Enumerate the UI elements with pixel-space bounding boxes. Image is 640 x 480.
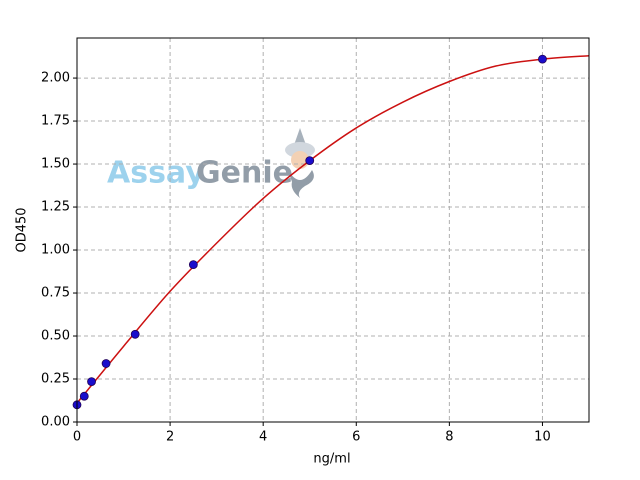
genie-turban bbox=[285, 142, 315, 158]
x-tick-label: 0 bbox=[73, 430, 81, 445]
x-tick-label: 8 bbox=[445, 430, 453, 445]
y-tick-label: 2.00 bbox=[41, 71, 70, 86]
x-tick-label: 4 bbox=[259, 430, 267, 445]
y-tick-label: 0.75 bbox=[41, 286, 70, 301]
x-tick-label: 6 bbox=[352, 430, 360, 445]
data-point bbox=[130, 329, 140, 339]
x-tick-label: 2 bbox=[166, 430, 174, 445]
y-axis-label: OD450 bbox=[15, 207, 30, 252]
x-tick-label: 10 bbox=[534, 430, 551, 445]
watermark-text: Assay bbox=[107, 156, 205, 191]
y-tick-label: 0.00 bbox=[41, 415, 70, 430]
genie-body bbox=[288, 170, 314, 198]
y-tick-label: 1.75 bbox=[41, 114, 70, 129]
data-point bbox=[87, 377, 96, 386]
data-point bbox=[538, 54, 547, 64]
watermark-text: Genie bbox=[196, 156, 293, 191]
x-axis-label: ng/ml bbox=[313, 452, 350, 467]
y-tick-label: 0.25 bbox=[41, 372, 70, 387]
y-tick-label: 1.25 bbox=[41, 200, 70, 215]
fit-curve bbox=[77, 54, 589, 404]
y-tick-label: 1.00 bbox=[41, 243, 70, 258]
data-point bbox=[305, 156, 315, 166]
data-point bbox=[188, 260, 198, 270]
y-tick-label: 1.50 bbox=[41, 157, 70, 172]
y-tick-label: 0.50 bbox=[41, 329, 70, 344]
genie-hat bbox=[294, 128, 306, 145]
data-point bbox=[101, 359, 111, 368]
data-point bbox=[79, 391, 89, 401]
plot-frame bbox=[76, 37, 590, 423]
